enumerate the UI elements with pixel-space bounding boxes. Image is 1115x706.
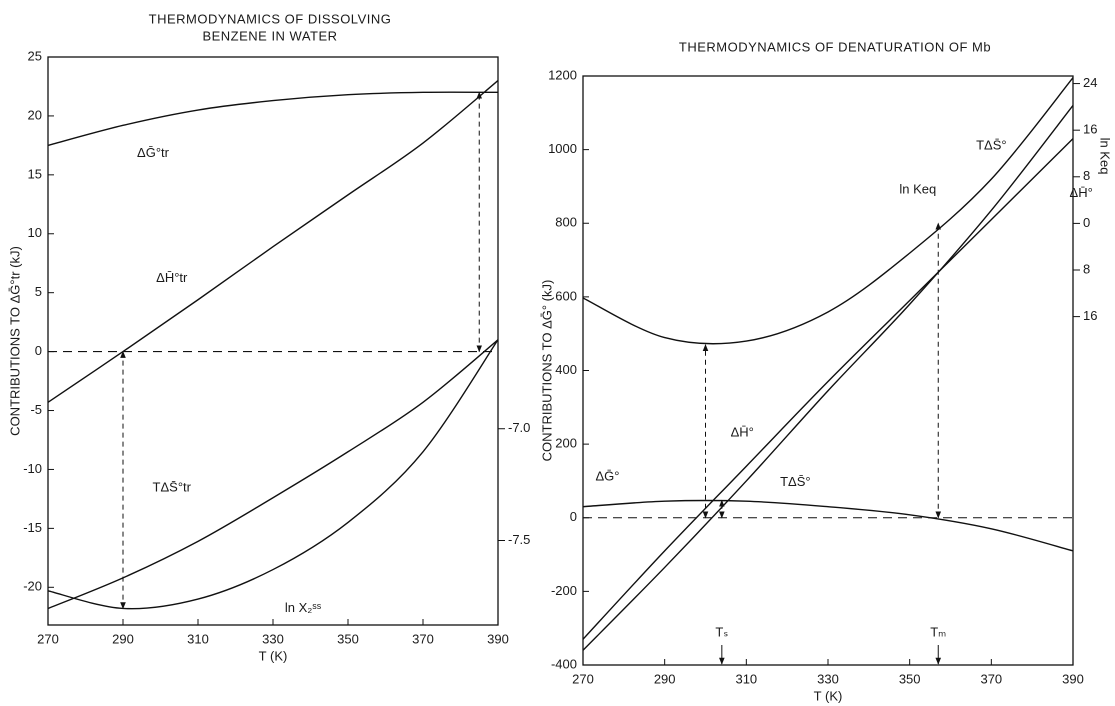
y-tick-label: -10 xyxy=(23,461,42,476)
y-tick-label: 600 xyxy=(555,288,577,303)
y-tick-label: 0 xyxy=(35,343,42,358)
series-line xyxy=(582,499,1074,552)
x-tick-label: 390 xyxy=(487,631,509,646)
chart-title: THERMODYNAMICS OF DISSOLVING xyxy=(149,11,392,26)
series-label: ΔH̄°tr xyxy=(156,270,188,285)
y2-tick-label: 16 xyxy=(1083,122,1097,137)
x-tick-label: 370 xyxy=(412,631,434,646)
x-tick-label: 390 xyxy=(1062,671,1084,686)
y-tick-label: -15 xyxy=(23,520,42,535)
series-line xyxy=(582,105,1074,651)
y-tick-label: 800 xyxy=(555,215,577,230)
y-tick-label: 20 xyxy=(28,107,42,122)
y2-tick-label: 16 xyxy=(1083,308,1097,323)
series-label: ln X₂ˢˢ xyxy=(285,600,322,615)
x-tick-label: 330 xyxy=(817,671,839,686)
y2-tick-label: 8 xyxy=(1083,261,1090,276)
x-tick-label: 350 xyxy=(899,671,921,686)
x-tick-label: 310 xyxy=(735,671,757,686)
x-tick-label: 370 xyxy=(980,671,1002,686)
series-line xyxy=(47,91,499,147)
series-line xyxy=(47,339,499,610)
x-tick-label: 350 xyxy=(337,631,359,646)
y2-tick-label: 8 xyxy=(1083,168,1090,183)
series-label: TΔS̄°tr xyxy=(153,480,192,495)
y-axis-label: CONTRIBUTIONS TO ΔḠ° (kJ) xyxy=(539,280,554,462)
y-tick-label: -200 xyxy=(551,583,577,598)
x-axis-label: T (K) xyxy=(814,688,843,703)
y-tick-label: 25 xyxy=(28,48,42,63)
y-tick-label: 15 xyxy=(28,166,42,181)
x-tick-label: 290 xyxy=(112,631,134,646)
y-tick-label: 1000 xyxy=(548,141,577,156)
y2-tick-label: -7.0 xyxy=(508,420,530,435)
y-tick-label: 400 xyxy=(555,362,577,377)
x-tick-label: 270 xyxy=(37,631,59,646)
y-tick-label: 10 xyxy=(28,225,42,240)
x-tick-label: 270 xyxy=(572,671,594,686)
y2-tick-label: 0 xyxy=(1083,215,1090,230)
y-tick-label: 1200 xyxy=(548,67,577,82)
x-tick-label: 330 xyxy=(262,631,284,646)
marker-label: Tₛ xyxy=(715,624,728,639)
y2-tick-label: -7.5 xyxy=(508,532,530,547)
series-line xyxy=(47,80,499,403)
series-label: ΔH̄° xyxy=(1070,185,1093,200)
x-tick-label: 310 xyxy=(187,631,209,646)
series-label: ln Keq xyxy=(899,182,936,197)
y-tick-label: 0 xyxy=(570,509,577,524)
marker-label: Tₘ xyxy=(930,624,946,639)
y-tick-label: 5 xyxy=(35,284,42,299)
series-label: TΔS̄° xyxy=(976,137,1007,152)
y-tick-label: -400 xyxy=(551,656,577,671)
y2-axis-label: ln Keq xyxy=(1098,138,1113,175)
y2-tick-label: 24 xyxy=(1083,75,1097,90)
y-tick-label: 200 xyxy=(555,436,577,451)
y-axis-label: CONTRIBUTIONS TO ΔḠ°tr (kJ) xyxy=(7,246,22,436)
series-line xyxy=(582,77,1074,345)
x-axis-label: T (K) xyxy=(259,648,288,663)
x-tick-label: 290 xyxy=(654,671,676,686)
series-label: ΔḠ° xyxy=(596,469,620,484)
chart-title: BENZENE IN WATER xyxy=(202,28,337,43)
y-tick-label: -20 xyxy=(23,579,42,594)
series-line xyxy=(582,138,1074,640)
series-label: ΔḠ°tr xyxy=(137,145,170,160)
series-label: TΔS̄° xyxy=(780,474,811,489)
chart-title: THERMODYNAMICS OF DENATURATION OF Mb xyxy=(679,39,991,54)
y-tick-label: -5 xyxy=(30,402,42,417)
plot-frame xyxy=(47,56,499,626)
series-label: ΔH̄° xyxy=(731,425,754,440)
series-line xyxy=(47,339,499,610)
